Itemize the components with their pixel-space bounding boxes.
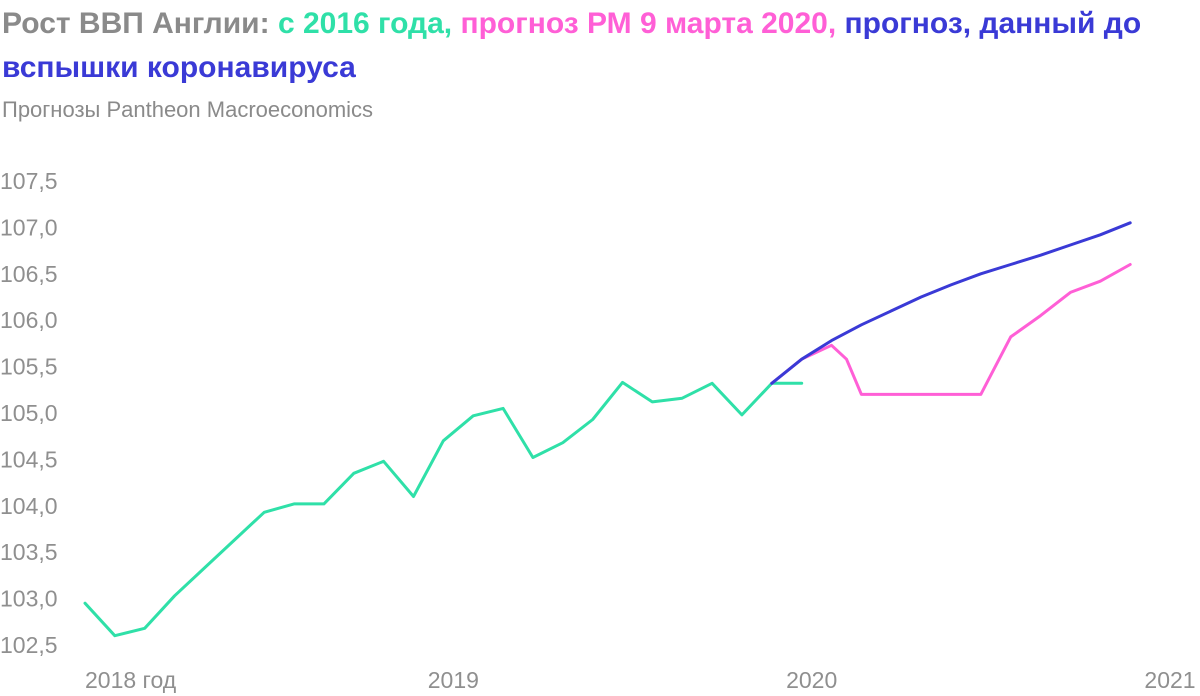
title-part-pre-covid: прогноз, данный до вспышки коронавируса — [2, 7, 1142, 84]
title-part-pm-forecast: прогноз РМ 9 марта 2020, — [460, 7, 845, 40]
y-tick-label: 103,0 — [0, 586, 58, 612]
title-part-main: Рост ВВП Англии: — [2, 7, 278, 40]
chart-subtitle: Прогнозы Pantheon Macroeconomics — [2, 97, 374, 122]
series-group — [83, 221, 1132, 638]
y-tick-label: 104,0 — [0, 493, 58, 519]
series-line-pre-covid-forecast — [770, 221, 1132, 385]
y-tick-label: 107,0 — [0, 214, 58, 240]
y-tick-label: 106,0 — [0, 307, 58, 333]
y-tick-label: 103,5 — [0, 539, 58, 565]
y-tick-label: 106,5 — [0, 261, 58, 287]
y-tick-label: 105,5 — [0, 354, 58, 380]
series-line-actual — [83, 380, 804, 638]
title-part-actual: с 2016 года, — [277, 7, 461, 40]
x-tick-label: 2021 — [1144, 667, 1195, 693]
x-axis: 2018 год 2019 2020 2021 — [85, 667, 1196, 693]
x-tick-label: 2018 год — [85, 667, 177, 693]
x-tick-label: 2019 — [428, 667, 479, 693]
y-axis: 107,5 107,0 106,5 106,0 105,5 105,0 104,5 104,0… — [0, 168, 58, 658]
y-tick-label: 107,5 — [0, 168, 58, 194]
y-tick-label: 104,5 — [0, 446, 58, 472]
y-tick-label: 102,5 — [0, 632, 58, 658]
chart-title: Рост ВВП Англии: с 2016 года, прогноз РМ… — [2, 2, 1192, 90]
y-tick-label: 105,0 — [0, 400, 58, 426]
x-tick-label: 2020 — [786, 667, 837, 693]
series-line-pm-forecast — [770, 263, 1132, 396]
